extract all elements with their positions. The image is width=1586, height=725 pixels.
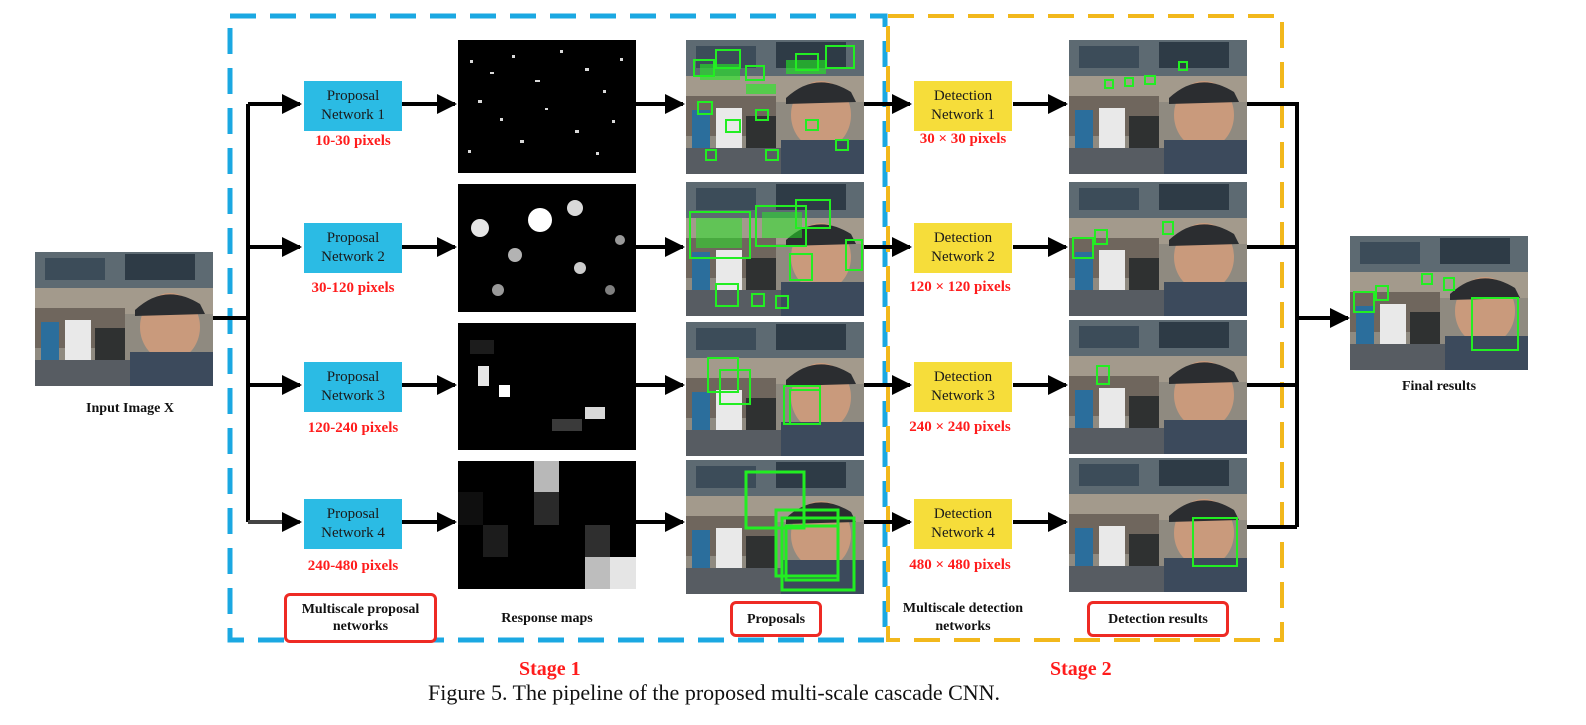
proposal-network-1-line1: Proposal [326, 88, 380, 104]
proposal-network-2-line2: Network 2 [321, 249, 385, 265]
detection-scale-3: 240 × 240 pixels [909, 419, 1011, 435]
response-maps-label: Response maps [501, 611, 593, 626]
stage2-frame [886, 14, 1284, 642]
detection-network-2-line2: Network 2 [931, 249, 995, 265]
detection-network-1-line1: Detection [933, 88, 993, 104]
proposal-scale-3: 120-240 pixels [307, 420, 399, 436]
input-image [35, 252, 213, 386]
detection-network-4: Detection Network 4 [914, 499, 1012, 549]
detection-network-2-line1: Detection [933, 230, 993, 246]
proposal-network-2-line1: Proposal [326, 230, 380, 246]
proposal-network-1: Proposal Network 1 [304, 81, 402, 131]
proposal-scale-4: 240-480 pixels [307, 558, 399, 574]
response-map-2 [458, 184, 636, 312]
detection-result-2 [1069, 182, 1247, 316]
proposals-image-3 [686, 322, 864, 456]
input-image-label: Input Image X [86, 401, 174, 416]
proposals-image-1 [686, 40, 864, 174]
proposals-label: Proposals [730, 601, 822, 637]
proposal-network-3: Proposal Network 3 [304, 362, 402, 412]
proposal-network-3-line2: Network 3 [321, 388, 385, 404]
detection-network-3-line1: Detection [933, 369, 993, 385]
detection-network-4-line1: Detection [933, 506, 993, 522]
proposal-network-1-line2: Network 1 [321, 107, 385, 123]
detection-network-3: Detection Network 3 [914, 362, 1012, 412]
response-map-1 [458, 40, 636, 173]
detection-network-1-line2: Network 1 [931, 107, 995, 123]
proposal-network-4-line2: Network 4 [321, 525, 385, 541]
stage2-label: Stage 2 [1050, 658, 1112, 680]
figure-caption: Figure 5. The pipeline of the proposed m… [428, 680, 1001, 705]
response-map-3 [458, 323, 636, 450]
proposals-image-4 [686, 460, 864, 594]
detection-network-2: Detection Network 2 [914, 223, 1012, 273]
detection-scale-1: 30 × 30 pixels [919, 131, 1007, 147]
proposal-scale-1: 10-30 pixels [315, 133, 391, 149]
detection-result-3 [1069, 320, 1247, 454]
detection-results-label: Detection results [1087, 601, 1229, 637]
stage1-label: Stage 1 [519, 658, 581, 680]
detection-scale-2: 120 × 120 pixels [909, 279, 1011, 295]
detection-result-4 [1069, 458, 1247, 592]
detection-scale-4: 480 × 480 pixels [909, 557, 1011, 573]
detection-result-1 [1069, 40, 1247, 174]
final-result-image [1350, 236, 1528, 370]
detection-network-3-line2: Network 3 [931, 388, 995, 404]
detection-network-4-line2: Network 4 [931, 525, 995, 541]
proposal-network-2: Proposal Network 2 [304, 223, 402, 273]
detection-network-1: Detection Network 1 [914, 81, 1012, 131]
proposals-image-2 [686, 182, 864, 316]
proposal-network-3-line1: Proposal [326, 369, 380, 385]
response-map-4 [458, 461, 636, 589]
proposal-network-4: Proposal Network 4 [304, 499, 402, 549]
proposal-scale-2: 30-120 pixels [311, 280, 395, 296]
final-results-label: Final results [1401, 379, 1477, 394]
proposal-network-4-line1: Proposal [326, 506, 380, 522]
multiscale-proposal-label: Multiscale proposal networks [284, 593, 437, 643]
multiscale-detection-label: Multiscale detection networks [902, 601, 1024, 634]
stage1-frame [227, 13, 888, 643]
